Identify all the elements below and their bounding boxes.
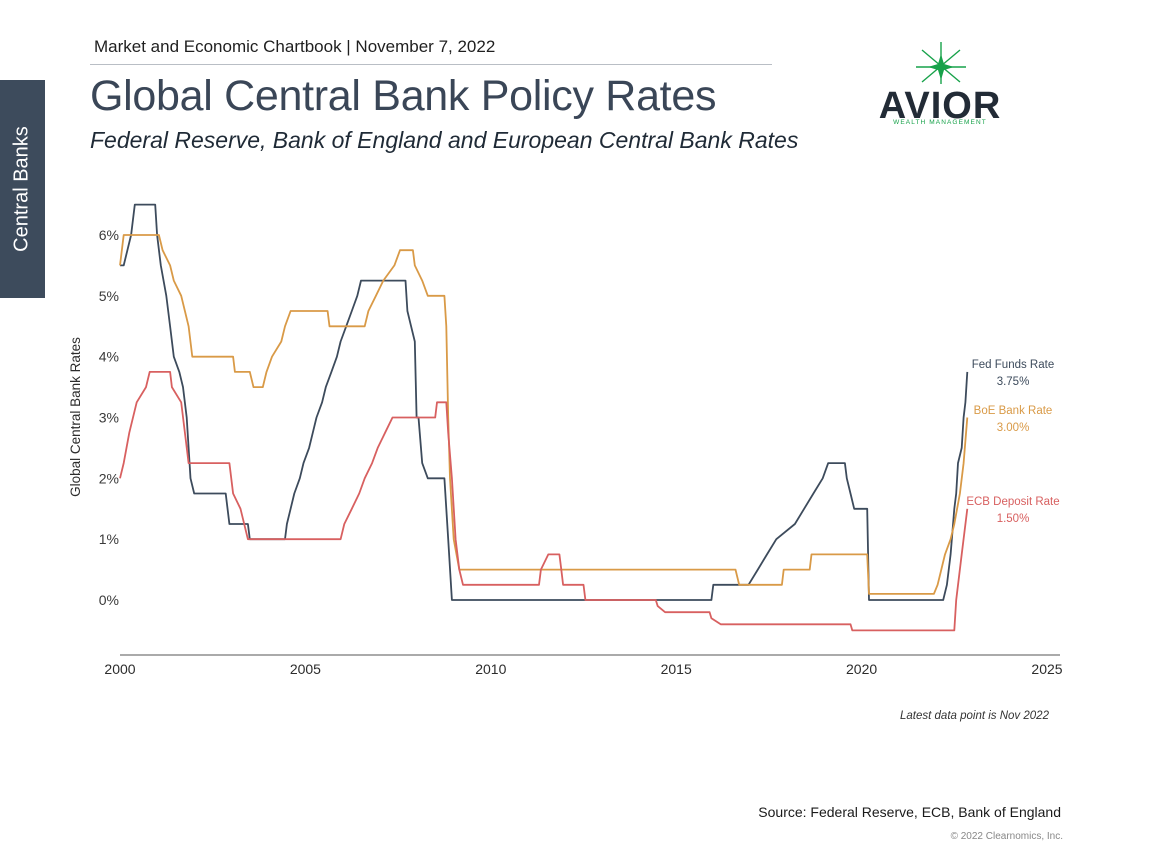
page-title: Global Central Bank Policy Rates — [90, 72, 717, 120]
x-tick-label: 2000 — [104, 661, 135, 677]
series-value-label: 3.00% — [997, 422, 1030, 434]
y-tick-label: 6% — [99, 227, 119, 243]
y-tick-label: 5% — [99, 288, 119, 304]
series-line-ecb-deposit-rate — [119, 371, 969, 632]
y-tick-label: 1% — [99, 531, 119, 547]
y-tick-label: 0% — [99, 592, 119, 608]
chartbook-header: Market and Economic Chartbook | November… — [94, 37, 496, 56]
logo-tagline: WEALTH MANAGEMENT — [893, 119, 987, 126]
x-tick-label: 2025 — [1031, 661, 1062, 677]
logo-wordmark: AVIOR — [878, 85, 1002, 127]
series-name-label: BoE Bank Rate — [974, 405, 1053, 417]
x-tick-label: 2020 — [846, 661, 877, 677]
x-tick-label: 2010 — [475, 661, 506, 677]
x-tick-label: 2005 — [290, 661, 321, 677]
series-lines — [119, 203, 969, 632]
series-name-label: ECB Deposit Rate — [966, 496, 1059, 508]
y-tick-label: 3% — [99, 410, 119, 426]
series-labels: Fed Funds Rate 3.75% BoE Bank Rate 3.00% ECB… — [966, 359, 1059, 525]
source-note: Source: Federal Reserve, ECB, Bank of En… — [758, 804, 1061, 820]
star-icon — [916, 42, 966, 84]
latest-data-note: Latest data point is Nov 2022 — [900, 710, 1049, 722]
side-section-tab: Central Banks — [0, 80, 45, 298]
header-divider — [90, 64, 772, 65]
y-axis-title: Global Central Bank Rates — [68, 337, 83, 497]
x-tick-label: 2015 — [661, 661, 692, 677]
page-subtitle: Federal Reserve, Bank of England and Eur… — [90, 127, 799, 153]
series-value-label: 1.50% — [997, 513, 1030, 525]
x-ticks: 2000 2005 2010 2015 2020 2025 — [104, 661, 1062, 677]
series-name-label: Fed Funds Rate — [972, 359, 1054, 371]
series-line-fed-funds-rate — [120, 203, 969, 601]
y-ticks: 0% 1% 2% 3% 4% 5% 6% — [99, 227, 119, 608]
y-tick-label: 2% — [99, 470, 119, 486]
y-tick-label: 4% — [99, 349, 119, 365]
avior-logo: AVIOR WEALTH MANAGEMENT — [874, 42, 1006, 132]
series-line-boe-bank-rate — [119, 234, 969, 595]
copyright-note: © 2022 Clearnomics, Inc. — [950, 831, 1063, 842]
y-axis-title-group: Global Central Bank Rates — [68, 337, 83, 497]
series-value-label: 3.75% — [997, 376, 1030, 388]
